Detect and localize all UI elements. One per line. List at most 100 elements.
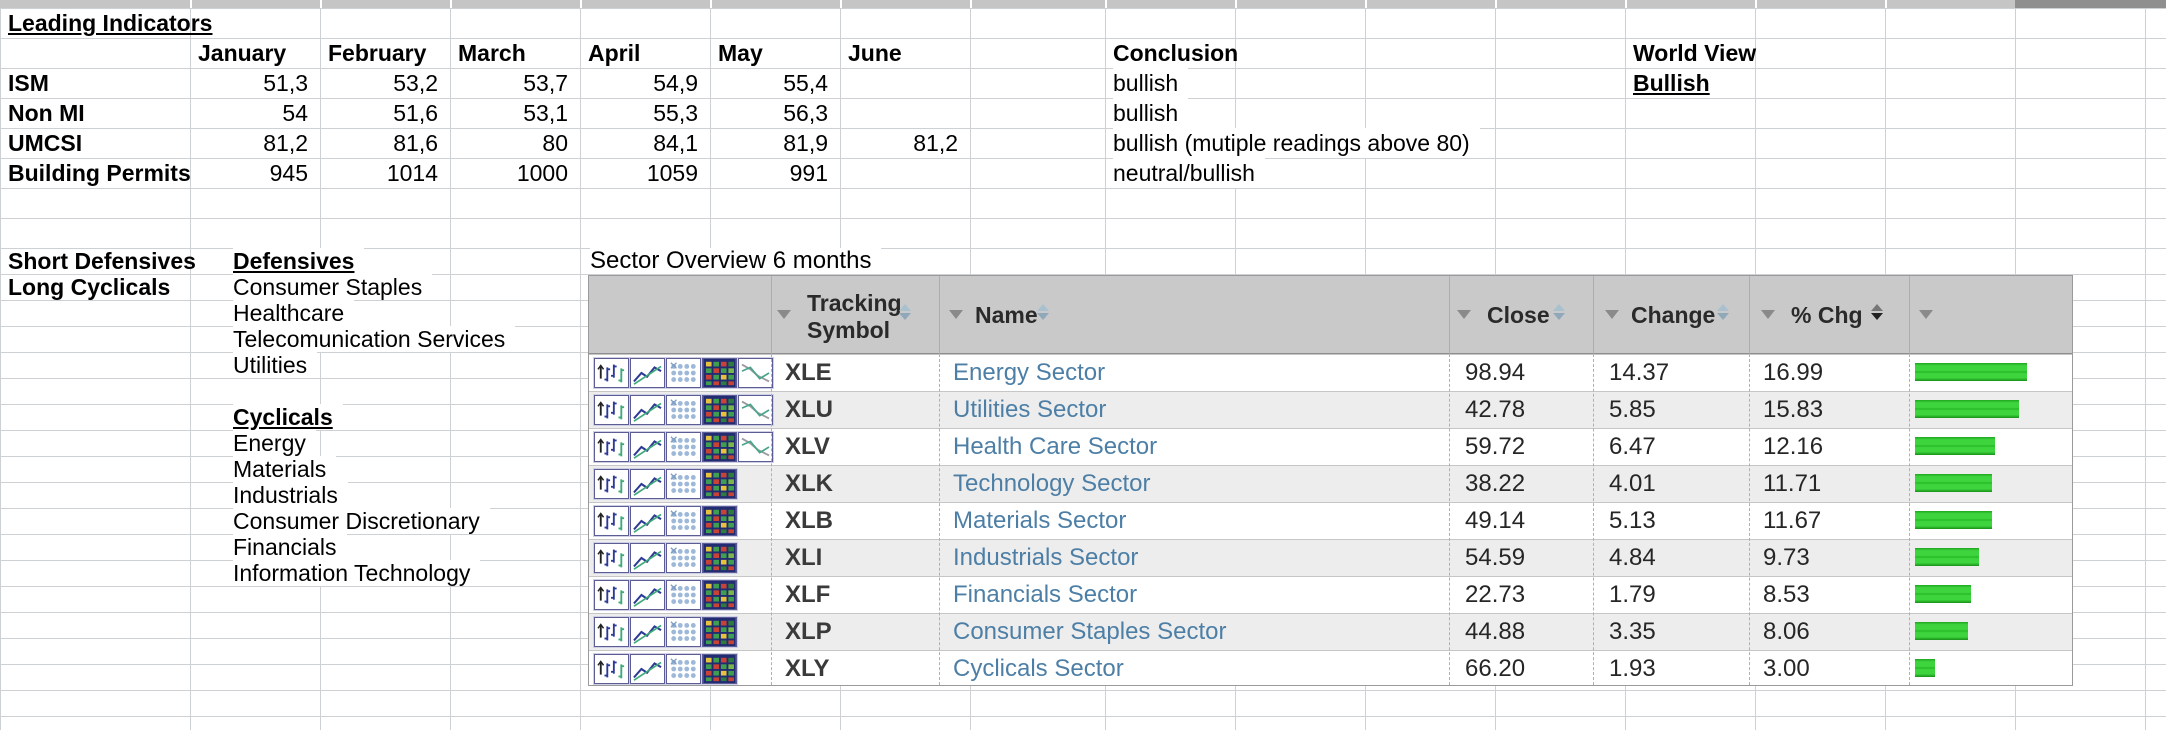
compare-lines-icon[interactable] — [738, 432, 773, 462]
indicator-value-cell[interactable]: 54 — [282, 100, 308, 126]
heatmap-icon[interactable] — [702, 358, 737, 388]
defensives-item[interactable]: Utilities — [233, 352, 318, 378]
defensives-item[interactable]: Consumer Staples — [233, 274, 433, 300]
indicator-label-cell[interactable]: ISM — [8, 70, 49, 96]
name-link[interactable]: Utilities Sector — [953, 396, 1107, 423]
conclusion-cell[interactable]: bullish — [1113, 98, 1189, 128]
month-header-cell[interactable]: June — [848, 40, 902, 66]
indicator-value-cell[interactable]: 54,9 — [653, 70, 698, 96]
name-link[interactable]: Materials Sector — [953, 507, 1127, 534]
cyclicals-item[interactable]: Industrials — [233, 482, 348, 508]
dot-grid-icon[interactable] — [666, 469, 701, 499]
month-header-cell[interactable]: January — [198, 40, 287, 66]
indicator-value-cell[interactable]: 56,3 — [783, 100, 828, 126]
sort-arrows-icon[interactable] — [1553, 304, 1565, 320]
name-link[interactable]: Technology Sector — [953, 470, 1151, 497]
dot-grid-icon[interactable] — [666, 543, 701, 573]
heatmap-icon[interactable] — [702, 395, 737, 425]
sort-arrows-icon[interactable] — [899, 304, 911, 320]
sort-arrows-icon[interactable] — [1717, 304, 1729, 320]
world-view-header[interactable]: World View — [1633, 40, 1757, 66]
name-link[interactable]: Financials Sector — [953, 581, 1138, 608]
indicator-value-cell[interactable]: 53,7 — [523, 70, 568, 96]
cyclicals-item[interactable]: Consumer Discretionary — [233, 508, 490, 534]
dot-grid-icon[interactable] — [666, 395, 701, 425]
heatmap-icon[interactable] — [702, 543, 737, 573]
dot-grid-icon[interactable] — [666, 358, 701, 388]
compare-lines-icon[interactable] — [738, 358, 773, 388]
cyclicals-title[interactable]: Cyclicals — [233, 404, 343, 430]
conclusion-cell[interactable]: bullish (mutiple readings above 80) — [1113, 128, 1480, 158]
indicator-value-cell[interactable]: 53,1 — [523, 100, 568, 126]
price-bars-chart-icon[interactable] — [594, 432, 629, 462]
line-chart-icon[interactable] — [630, 432, 665, 462]
world-view-value[interactable]: Bullish — [1633, 70, 1710, 96]
indicator-value-cell[interactable]: 53,2 — [393, 70, 438, 96]
cyclicals-item[interactable]: Materials — [233, 456, 337, 482]
indicator-value-cell[interactable]: 80 — [542, 130, 568, 156]
long-cyclicals-label[interactable]: Long Cyclicals — [8, 274, 171, 300]
name-link[interactable]: Cyclicals Sector — [953, 655, 1124, 682]
cyclicals-item[interactable]: Financials — [233, 534, 347, 560]
indicator-value-cell[interactable]: 945 — [269, 160, 308, 186]
dot-grid-icon[interactable] — [666, 654, 701, 684]
heatmap-icon[interactable] — [702, 654, 737, 684]
month-header-cell[interactable]: February — [328, 40, 427, 66]
heatmap-icon[interactable] — [702, 617, 737, 647]
filter-dropdown-icon[interactable] — [1457, 310, 1471, 319]
cyclicals-item[interactable]: Information Technology — [233, 560, 481, 586]
price-bars-chart-icon[interactable] — [594, 654, 629, 684]
column-header-name[interactable]: Name — [975, 302, 1038, 328]
indicator-value-cell[interactable]: 81,9 — [783, 130, 828, 156]
dot-grid-icon[interactable] — [666, 432, 701, 462]
column-header-pct-chg[interactable]: % Chg — [1791, 302, 1863, 328]
defensives-item[interactable]: Telecomunication Services — [233, 326, 516, 352]
name-link[interactable]: Industrials Sector — [953, 544, 1139, 571]
indicator-value-cell[interactable]: 81,2 — [263, 130, 308, 156]
line-chart-icon[interactable] — [630, 654, 665, 684]
name-link[interactable]: Health Care Sector — [953, 433, 1158, 460]
heatmap-icon[interactable] — [702, 580, 737, 610]
price-bars-chart-icon[interactable] — [594, 506, 629, 536]
heatmap-icon[interactable] — [702, 469, 737, 499]
price-bars-chart-icon[interactable] — [594, 617, 629, 647]
name-link[interactable]: Energy Sector — [953, 359, 1106, 386]
indicator-label-cell[interactable]: Non MI — [8, 100, 85, 126]
conclusion-cell[interactable]: bullish — [1113, 68, 1189, 98]
line-chart-icon[interactable] — [630, 395, 665, 425]
conclusion-header[interactable]: Conclusion — [1113, 40, 1239, 66]
line-chart-icon[interactable] — [630, 506, 665, 536]
dot-grid-icon[interactable] — [666, 617, 701, 647]
short-defensives-label[interactable]: Short Defensives — [8, 248, 196, 274]
indicator-value-cell[interactable]: 55,3 — [653, 100, 698, 126]
price-bars-chart-icon[interactable] — [594, 395, 629, 425]
filter-dropdown-icon[interactable] — [949, 310, 963, 319]
indicator-value-cell[interactable]: 84,1 — [653, 130, 698, 156]
defensives-item[interactable]: Healthcare — [233, 300, 355, 326]
indicator-value-cell[interactable]: 81,2 — [913, 130, 958, 156]
cyclicals-item[interactable]: Energy — [233, 430, 316, 456]
filter-dropdown-icon[interactable] — [1919, 310, 1933, 319]
column-header-close[interactable]: Close — [1487, 302, 1550, 328]
indicator-value-cell[interactable]: 81,6 — [393, 130, 438, 156]
filter-dropdown-icon[interactable] — [1761, 310, 1775, 319]
name-link[interactable]: Consumer Staples Sector — [953, 618, 1227, 645]
conclusion-cell[interactable]: neutral/bullish — [1113, 158, 1265, 188]
indicator-label-cell[interactable]: UMCSI — [8, 130, 83, 156]
line-chart-icon[interactable] — [630, 617, 665, 647]
leading-indicators-title[interactable]: Leading Indicators — [8, 10, 213, 36]
heatmap-icon[interactable] — [702, 432, 737, 462]
indicator-value-cell[interactable]: 991 — [789, 160, 828, 186]
indicator-value-cell[interactable]: 1000 — [516, 160, 568, 186]
dot-grid-icon[interactable] — [666, 580, 701, 610]
line-chart-icon[interactable] — [630, 358, 665, 388]
indicator-value-cell[interactable]: 51,6 — [393, 100, 438, 126]
month-header-cell[interactable]: May — [718, 40, 763, 66]
price-bars-chart-icon[interactable] — [594, 580, 629, 610]
price-bars-chart-icon[interactable] — [594, 543, 629, 573]
sort-arrows-icon[interactable] — [1871, 304, 1883, 320]
indicator-value-cell[interactable]: 1014 — [386, 160, 438, 186]
filter-dropdown-icon[interactable] — [777, 310, 791, 319]
price-bars-chart-icon[interactable] — [594, 469, 629, 499]
indicator-value-cell[interactable]: 51,3 — [263, 70, 308, 96]
